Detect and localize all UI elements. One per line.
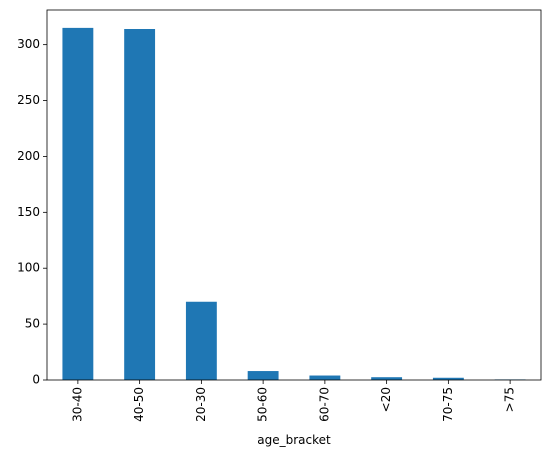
x-axis-label: age_bracket bbox=[257, 433, 331, 447]
x-tick-label: <20 bbox=[379, 387, 393, 412]
bar bbox=[124, 29, 156, 380]
bar bbox=[62, 27, 94, 381]
y-tick-label: 300 bbox=[17, 37, 40, 51]
y-tick-label: 100 bbox=[17, 261, 40, 275]
x-tick-label: 60-70 bbox=[317, 387, 331, 422]
x-tick-label: 20-30 bbox=[194, 387, 208, 422]
bar bbox=[371, 377, 403, 380]
x-tick-label: >75 bbox=[503, 387, 517, 412]
x-tick-label: 70-75 bbox=[441, 387, 455, 422]
y-tick-label: 200 bbox=[17, 149, 40, 163]
y-tick-label: 0 bbox=[32, 373, 40, 387]
bar bbox=[247, 371, 279, 380]
y-tick-label: 150 bbox=[17, 205, 40, 219]
bar bbox=[432, 377, 464, 380]
x-tick-label: 40-50 bbox=[132, 387, 146, 422]
x-tick-label: 50-60 bbox=[256, 387, 270, 422]
bar bbox=[309, 375, 341, 380]
bar bbox=[185, 301, 217, 380]
y-tick-label: 250 bbox=[17, 93, 40, 107]
y-tick-label: 50 bbox=[25, 317, 40, 331]
x-tick-label: 30-40 bbox=[70, 387, 84, 422]
plot-frame bbox=[46, 9, 542, 381]
